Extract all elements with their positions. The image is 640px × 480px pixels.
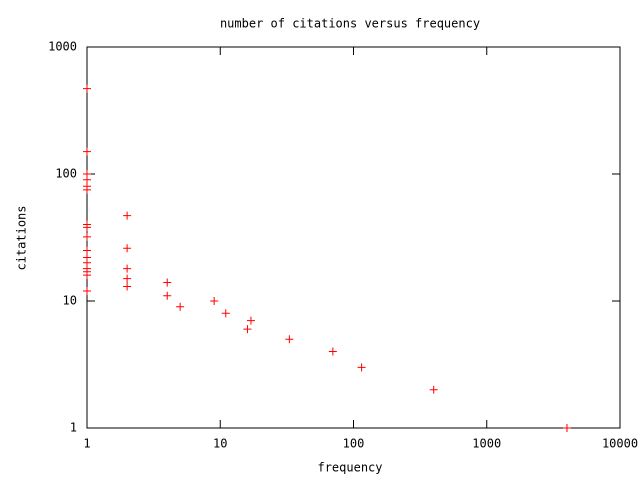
point [429,385,438,394]
point [83,147,91,156]
point [176,302,185,311]
y-tick-label: 1000 [48,40,77,54]
point [562,424,571,432]
y-tick-label: 1 [70,421,77,435]
point [83,185,91,194]
point [163,291,172,300]
y-tick-label: 10 [63,294,77,308]
x-tick-label: 100 [343,437,365,451]
point [221,309,230,318]
point [285,335,294,344]
x-tick-label: 1 [83,437,90,451]
plot-border [86,46,621,429]
point [123,282,132,291]
point [83,286,91,295]
x-tick-label: 10000 [602,437,638,451]
point [243,325,252,334]
point [83,271,91,280]
x-tick-label: 10 [213,437,227,451]
y-tick-label: 100 [55,167,77,181]
point [83,223,91,232]
x-tick-label: 1000 [472,437,501,451]
x-axis-label: frequency [317,461,382,475]
point [163,278,172,287]
point [123,244,132,253]
point [357,363,366,372]
point [83,84,91,93]
point [123,264,132,273]
chart-title: number of citations versus frequency [220,17,480,31]
point [83,246,91,255]
point [210,297,219,305]
point [83,232,91,241]
point [246,316,255,325]
point [123,274,132,283]
point [328,347,337,356]
y-axis-label: citations [15,205,29,270]
point [123,211,132,220]
